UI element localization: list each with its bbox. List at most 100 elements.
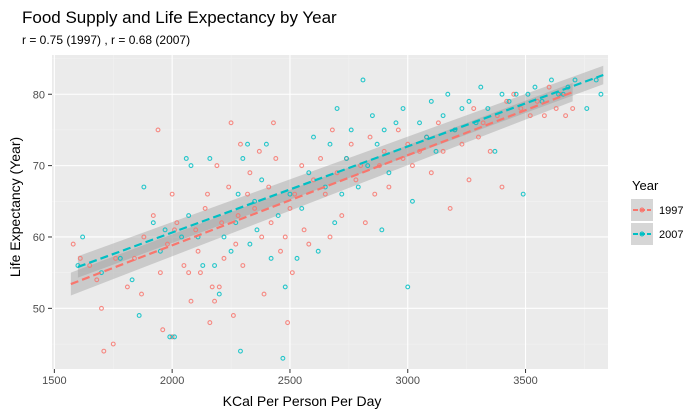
data-point-1997 xyxy=(428,170,434,176)
data-point-1997 xyxy=(563,113,569,119)
data-points xyxy=(70,77,604,361)
data-point-2007 xyxy=(167,334,173,340)
legend-key-point-2007 xyxy=(639,231,645,237)
data-point-2007 xyxy=(525,91,531,97)
data-point-1997 xyxy=(235,213,241,219)
data-point-1997 xyxy=(214,163,220,169)
data-point-1997 xyxy=(186,270,192,276)
data-point-1997 xyxy=(440,148,446,154)
data-point-2007 xyxy=(228,248,234,254)
data-point-2007 xyxy=(485,106,491,111)
data-point-1997 xyxy=(527,113,533,119)
data-point-2007 xyxy=(386,170,392,176)
data-point-1997 xyxy=(287,205,293,211)
data-point-2007 xyxy=(360,77,366,83)
data-point-1997 xyxy=(221,255,227,261)
data-point-1997 xyxy=(570,106,576,111)
data-point-1997 xyxy=(292,191,298,197)
data-point-1997 xyxy=(141,234,147,240)
data-point-1997 xyxy=(233,241,239,247)
data-point-2007 xyxy=(129,277,135,283)
data-point-1997 xyxy=(410,163,415,169)
legend-label-2007: 2007 xyxy=(659,229,683,241)
data-point-1997 xyxy=(348,141,354,147)
data-point-1997 xyxy=(362,220,368,226)
data-point-1997 xyxy=(553,106,559,111)
legend-title: Year xyxy=(632,178,659,193)
data-point-2007 xyxy=(186,213,192,219)
data-point-2007 xyxy=(245,141,250,147)
data-point-1997 xyxy=(174,220,180,226)
data-point-1997 xyxy=(230,313,236,318)
data-point-1997 xyxy=(435,120,441,126)
chart-title: Food Supply and Life Expectancy by Year xyxy=(22,8,337,27)
data-point-2007 xyxy=(247,241,253,247)
data-point-1997 xyxy=(77,255,83,261)
data-point-2007 xyxy=(365,163,371,169)
data-point-2007 xyxy=(207,156,213,161)
data-point-1997 xyxy=(160,327,166,333)
data-point-2007 xyxy=(549,77,554,83)
data-point-2007 xyxy=(410,198,415,204)
data-point-1997 xyxy=(381,148,387,154)
plot-panel xyxy=(52,55,608,369)
axes: 1500 2000 2500 3000 3500 50 60 70 80 xyxy=(33,89,538,387)
data-point-1997 xyxy=(240,263,246,268)
data-point-2007 xyxy=(598,91,604,97)
data-point-2007 xyxy=(445,91,451,97)
data-point-1997 xyxy=(110,341,116,347)
data-point-2007 xyxy=(200,263,206,268)
data-point-1997 xyxy=(212,298,218,304)
data-point-2007 xyxy=(80,234,86,240)
data-point-2007 xyxy=(254,227,260,233)
data-point-1997 xyxy=(518,106,524,111)
data-point-1997 xyxy=(306,241,312,247)
data-point-1997 xyxy=(157,270,163,276)
data-point-1997 xyxy=(466,177,472,183)
data-point-1997 xyxy=(124,284,130,290)
data-point-1997 xyxy=(271,120,276,126)
data-point-1997 xyxy=(252,205,258,211)
data-point-1997 xyxy=(334,170,340,176)
data-point-2007 xyxy=(294,255,300,261)
data-point-1997 xyxy=(226,184,232,190)
data-point-1997 xyxy=(266,184,272,190)
trend-line-1997 xyxy=(70,91,574,286)
data-point-1997 xyxy=(261,291,267,297)
data-point-1997 xyxy=(475,134,481,140)
data-point-1997 xyxy=(273,156,279,161)
data-point-1997 xyxy=(139,291,144,297)
data-point-2007 xyxy=(221,234,227,240)
y-tick-label: 50 xyxy=(33,303,45,315)
data-point-1997 xyxy=(169,191,175,197)
chart-subtitle: r = 0.75 (1997) , r = 0.68 (2007) xyxy=(22,33,190,47)
data-point-2007 xyxy=(374,141,380,147)
data-point-2007 xyxy=(584,106,590,111)
data-point-1997 xyxy=(339,213,345,219)
data-point-2007 xyxy=(506,98,512,104)
trend-line-2007 xyxy=(77,73,604,268)
data-point-2007 xyxy=(459,106,465,111)
data-point-2007 xyxy=(299,205,305,211)
data-point-1997 xyxy=(188,298,194,304)
data-point-2007 xyxy=(287,191,293,197)
trend-lines xyxy=(70,73,604,286)
data-point-1997 xyxy=(256,148,262,154)
legend: Year 1997 2007 xyxy=(631,178,683,245)
data-point-1997 xyxy=(193,227,199,233)
data-point-2007 xyxy=(428,98,434,104)
data-point-1997 xyxy=(70,241,76,247)
data-point-1997 xyxy=(228,120,234,126)
data-point-1997 xyxy=(511,91,517,97)
data-point-1997 xyxy=(113,255,119,261)
data-point-1997 xyxy=(487,148,493,154)
data-point-2007 xyxy=(275,213,281,219)
data-point-2007 xyxy=(315,248,321,254)
data-point-1997 xyxy=(150,213,156,219)
data-point-2007 xyxy=(348,127,354,133)
data-point-1997 xyxy=(459,141,465,147)
data-point-1997 xyxy=(480,120,486,126)
data-point-1997 xyxy=(558,91,564,97)
data-point-2007 xyxy=(216,291,222,297)
data-point-2007 xyxy=(532,84,538,90)
